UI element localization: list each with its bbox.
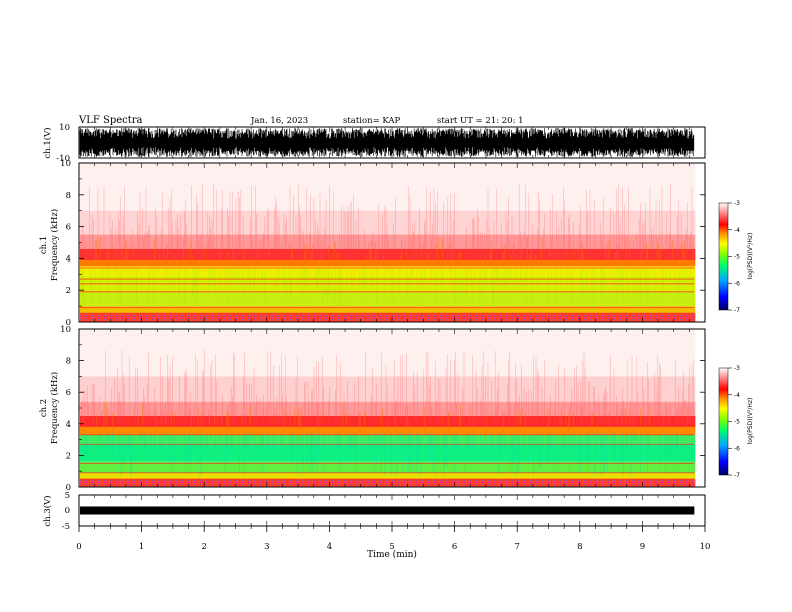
ch1-colorbar-ticks: -3 -4 -5 -6 -7: [728, 200, 740, 314]
ch1-waveform-line: [79, 128, 695, 157]
sp2-band: [80, 415, 696, 427]
sp1-band: [80, 234, 696, 249]
time-tick-label: 9: [640, 542, 645, 552]
sp1-streaks-mid: [85, 236, 694, 265]
ch1-colorbar: [718, 202, 729, 311]
sp2-ytick-label: 0: [66, 483, 71, 493]
sp1-ytick-label: 4: [66, 254, 71, 264]
cb2-ticks-label: -7: [734, 472, 740, 479]
time-tick-label: 6: [452, 542, 457, 552]
cb2-ticks-label: -5: [734, 419, 740, 426]
ch1-colorbar-label: log(PSD)(V²/Hz): [747, 233, 754, 280]
sp1-ytick-label: 8: [66, 191, 71, 201]
cb1-ticks-label: -6: [734, 280, 740, 287]
cb2-ticks-label: -4: [734, 392, 740, 399]
cb2-ticks-label: -3: [734, 365, 740, 372]
cb1-ticks-label: -5: [734, 254, 740, 261]
figure-title: VLF Spectra: [78, 115, 143, 126]
ch2-spectrogram-image: [80, 329, 696, 487]
ch1-waveform-trace: [79, 128, 695, 157]
station-label: station= KAP: [343, 116, 401, 126]
sp2-streaks-mid: [83, 402, 688, 431]
time-axis-ticks: 0 1 2 3 4 5 6 7 8 9 10: [76, 526, 710, 552]
ch3-waveform-trace: [80, 506, 695, 515]
cb1-ticks-label: -7: [734, 307, 740, 314]
sp2-band: [80, 329, 696, 377]
sp2-streaks: [80, 349, 694, 424]
sp2-band: [80, 472, 696, 480]
ch3-ytick-mid: 0: [65, 506, 70, 516]
sp1-band: [80, 259, 696, 267]
ch1-spectrogram-ylabel: Frequency (kHz): [49, 209, 60, 281]
sp1-band: [80, 266, 696, 276]
sp2-band: [80, 376, 696, 402]
time-tick-label: 7: [514, 542, 519, 552]
ch2-spectrogram-channel: ch.2: [39, 399, 49, 417]
time-tick-label: 4: [327, 542, 332, 552]
time-tick-label: 3: [264, 542, 269, 552]
ch1-waveform-ylabel: ch.1(V): [42, 127, 53, 158]
sp1-band: [80, 163, 696, 211]
sp2-band: [80, 426, 696, 435]
sp1-ytick-label: 6: [66, 223, 71, 233]
ch2-colorbar-label: log(PSD)(V²/Hz): [747, 398, 754, 445]
ch2-spectrogram-ylabel: Frequency (kHz): [49, 372, 60, 444]
ch3-waveform-line: [80, 506, 695, 515]
sp1-ytick-label: 2: [66, 286, 71, 296]
sp2-band: [80, 401, 696, 416]
time-axis-label: Time (min): [367, 549, 417, 560]
sp2-band: [80, 434, 696, 445]
ch1-ytick-bottom: -10: [56, 154, 70, 164]
sp2-ytick-label: 10: [60, 325, 71, 335]
ch2-colorbar-ticks: -3 -4 -5 -6 -7: [728, 365, 740, 479]
sp2-band: [80, 461, 696, 473]
sp1-band: [80, 313, 696, 322]
time-tick-label: 10: [700, 542, 711, 552]
time-tick-label: 1: [139, 542, 144, 552]
ch3-ytick-bottom: -5: [62, 522, 70, 532]
sp1-ytick-label: 0: [66, 318, 71, 328]
ch3-waveform-ylabel: ch.3(V): [42, 495, 53, 526]
time-tick-label: 5: [389, 542, 394, 552]
cb1-ticks-label: -3: [734, 200, 740, 207]
ch2-spectrogram-yticks: 0 2 4 6 8 10: [60, 325, 705, 493]
time-tick-label: 8: [577, 542, 582, 552]
ch1-spectrogram-image: [79, 163, 696, 322]
ch1-ytick-top: 10: [59, 123, 70, 133]
sp1-streaks: [79, 183, 693, 259]
sp1-band: [80, 210, 696, 235]
ch1-spectrogram-channel: ch.1: [39, 236, 49, 254]
ch2-colorbar: [718, 367, 729, 476]
sp2-ytick-label: 6: [66, 388, 71, 398]
sp1-band: [80, 306, 696, 314]
sp1-band: [80, 291, 696, 307]
panel-time-ticks: [78, 127, 706, 526]
sp1-ytick-label: 10: [60, 159, 71, 169]
ch1-spectrogram-yticks: 0 2 4 6 8 10: [60, 159, 705, 328]
ch3-ytick-top: 5: [65, 491, 70, 501]
sp2-band: [80, 479, 696, 487]
sp1-streaks-low: [80, 267, 693, 313]
time-tick-label: 0: [76, 542, 81, 552]
cb2-ticks-label: -6: [734, 445, 740, 452]
date-label: Jan. 16, 2023: [250, 116, 308, 126]
start-time-label: start UT = 21: 20: 1: [437, 116, 524, 126]
sp2-ytick-label: 8: [66, 357, 71, 367]
sp2-ytick-label: 2: [66, 451, 71, 461]
time-tick-label: 2: [201, 542, 206, 552]
cb1-ticks-label: -4: [734, 227, 740, 234]
sp1-band: [80, 248, 696, 260]
sp2-ytick-label: 4: [66, 420, 71, 430]
